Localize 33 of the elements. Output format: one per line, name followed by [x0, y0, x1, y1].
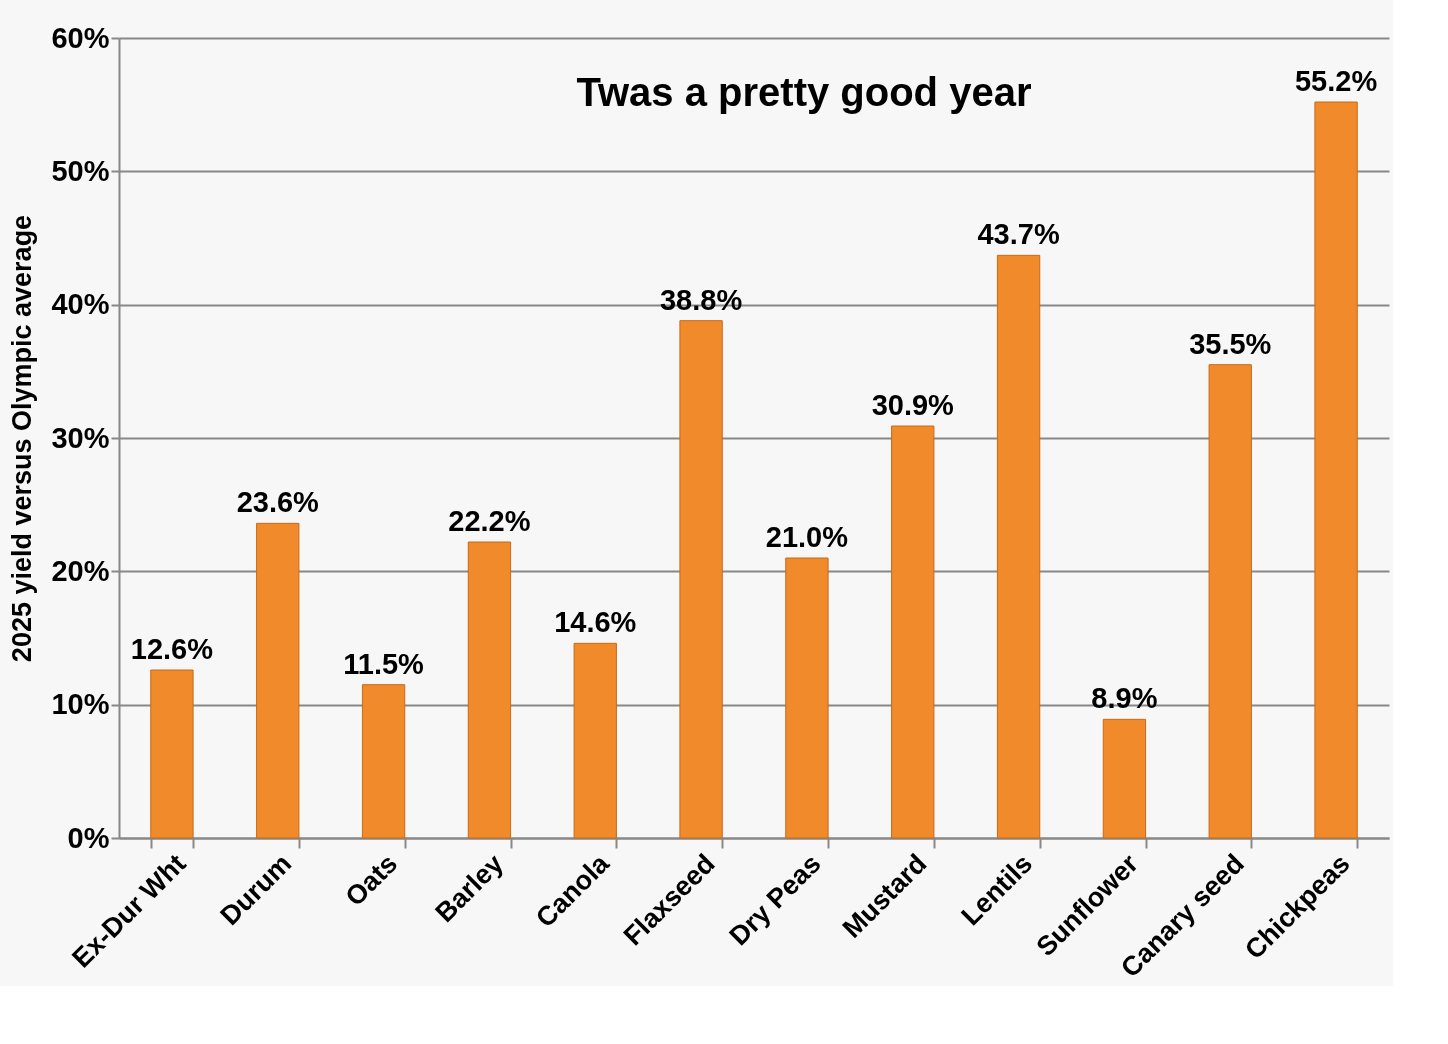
y-tick-label: 40%	[51, 288, 110, 321]
bar	[891, 425, 935, 839]
y-tick-label: 0%	[67, 821, 110, 854]
data-label: 38.8%	[659, 283, 743, 316]
data-label: 22.2%	[448, 505, 531, 537]
bar	[1314, 101, 1358, 839]
bar	[996, 254, 1041, 839]
data-label: 14.6%	[554, 606, 637, 639]
bar	[1208, 364, 1252, 839]
y-axis-title: 2025 yield versus Olympic average	[7, 214, 38, 663]
data-label: 11.5%	[343, 647, 425, 680]
y-tick-label: 60%	[51, 21, 110, 54]
y-tick-label: 50%	[51, 154, 110, 187]
y-tick-label: 20%	[51, 554, 110, 587]
bar	[467, 541, 512, 839]
bar	[679, 320, 723, 839]
bar	[1102, 718, 1147, 839]
data-label: 43.7%	[977, 218, 1060, 251]
bar	[573, 642, 617, 839]
bar	[361, 684, 406, 839]
data-label: 55.2%	[1294, 65, 1378, 97]
bar	[785, 557, 829, 839]
data-label: 35.5%	[1189, 327, 1272, 360]
data-label: 8.9%	[1091, 682, 1158, 715]
y-tick-label: 10%	[51, 688, 110, 721]
data-label: 30.9%	[871, 389, 955, 421]
data-label: 23.6%	[236, 486, 320, 519]
bar	[256, 522, 300, 839]
text: Twas a pretty good year	[576, 70, 1032, 114]
bar	[150, 669, 194, 839]
data-label: 12.6%	[130, 633, 214, 665]
data-label: 21.0%	[765, 521, 849, 553]
y-tick-label: 30%	[51, 421, 110, 454]
